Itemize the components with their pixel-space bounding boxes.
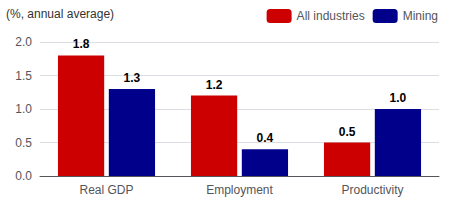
svg-text:1.0: 1.0 [390, 91, 407, 105]
svg-text:Real GDP: Real GDP [79, 183, 133, 197]
svg-text:Employment: Employment [206, 183, 273, 197]
svg-text:1.2: 1.2 [206, 78, 223, 92]
svg-text:0.4: 0.4 [257, 131, 274, 145]
svg-text:(%, annual average): (%, annual average) [6, 7, 114, 21]
svg-text:All industries: All industries [297, 9, 365, 23]
svg-text:2.0: 2.0 [15, 35, 32, 49]
svg-text:1.3: 1.3 [124, 71, 141, 85]
svg-text:1.5: 1.5 [15, 69, 32, 83]
svg-text:Mining: Mining [403, 9, 438, 23]
svg-text:1.8: 1.8 [73, 37, 90, 51]
svg-text:0.5: 0.5 [15, 136, 32, 150]
svg-text:0.5: 0.5 [339, 125, 356, 139]
svg-text:Productivity: Productivity [341, 183, 403, 197]
svg-text:0.0: 0.0 [15, 169, 32, 183]
svg-text:1.0: 1.0 [15, 102, 32, 116]
